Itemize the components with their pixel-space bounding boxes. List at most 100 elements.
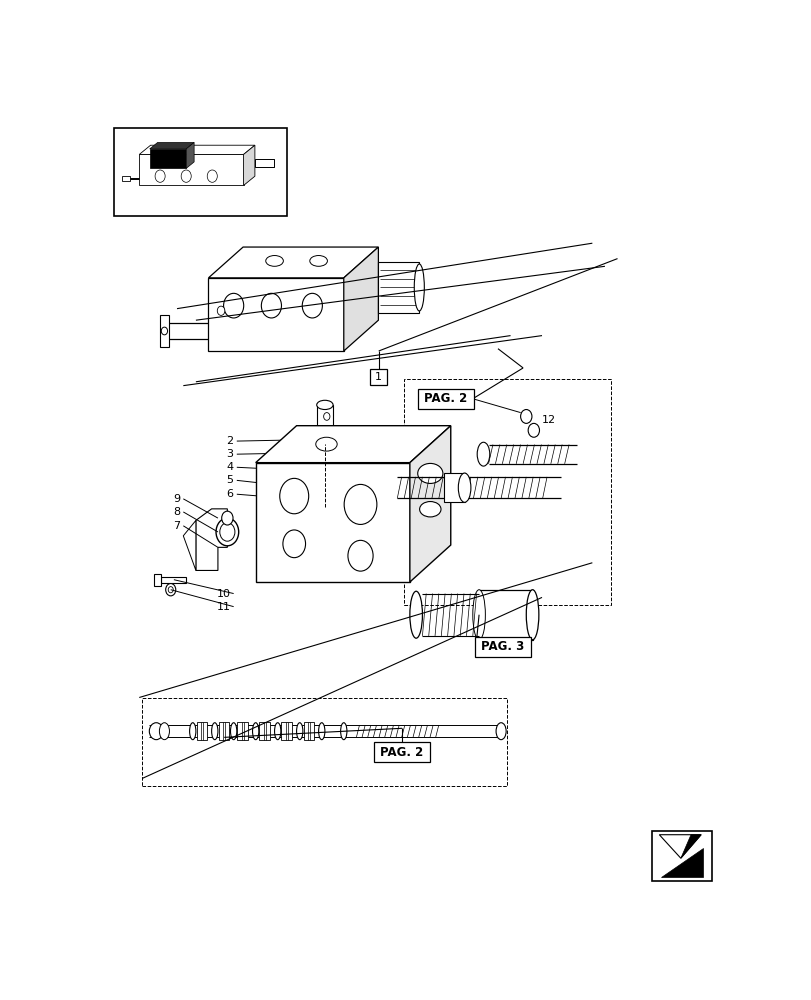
Bar [403, 379, 611, 605]
Circle shape [165, 584, 175, 596]
Polygon shape [237, 722, 248, 740]
Polygon shape [208, 278, 343, 351]
Ellipse shape [477, 442, 489, 466]
Polygon shape [218, 722, 229, 740]
Ellipse shape [318, 723, 324, 740]
Ellipse shape [265, 256, 283, 266]
Bar [651, 831, 711, 881]
Text: PAG. 3: PAG. 3 [480, 640, 524, 653]
Text: PAG. 2: PAG. 2 [380, 746, 423, 759]
Ellipse shape [230, 723, 237, 740]
Ellipse shape [526, 590, 539, 640]
Circle shape [527, 423, 539, 437]
Ellipse shape [212, 723, 217, 740]
Ellipse shape [274, 723, 281, 740]
Ellipse shape [252, 723, 259, 740]
Circle shape [261, 293, 281, 318]
Circle shape [220, 523, 234, 541]
Polygon shape [378, 262, 418, 312]
Polygon shape [139, 145, 255, 154]
Circle shape [223, 293, 243, 318]
Ellipse shape [310, 256, 327, 266]
Text: PAG. 2: PAG. 2 [424, 392, 467, 405]
Ellipse shape [316, 400, 333, 410]
Circle shape [207, 170, 217, 182]
Ellipse shape [159, 723, 169, 740]
Polygon shape [316, 405, 333, 432]
Circle shape [216, 518, 238, 546]
Ellipse shape [496, 723, 505, 740]
Circle shape [320, 498, 324, 503]
FancyBboxPatch shape [474, 637, 530, 657]
Text: 6: 6 [226, 489, 234, 499]
Polygon shape [260, 722, 270, 740]
Circle shape [344, 484, 376, 524]
Polygon shape [139, 154, 243, 185]
Ellipse shape [316, 449, 333, 456]
Polygon shape [255, 463, 410, 582]
Polygon shape [153, 574, 161, 586]
Circle shape [181, 170, 191, 182]
Bar [315, 484, 334, 493]
Circle shape [149, 723, 163, 740]
Ellipse shape [417, 463, 442, 483]
Polygon shape [149, 142, 194, 149]
Polygon shape [478, 590, 532, 640]
Text: 5: 5 [226, 475, 234, 485]
Circle shape [221, 511, 233, 525]
Polygon shape [196, 722, 207, 740]
Circle shape [280, 478, 308, 514]
Text: 2: 2 [226, 436, 234, 446]
Circle shape [520, 410, 531, 423]
Ellipse shape [312, 446, 337, 460]
Text: 3: 3 [226, 449, 234, 459]
FancyBboxPatch shape [370, 369, 387, 385]
Circle shape [217, 306, 225, 315]
Circle shape [347, 540, 372, 571]
Bar [114, 128, 287, 216]
Bar [160, 315, 169, 347]
Polygon shape [281, 722, 292, 740]
Polygon shape [660, 848, 702, 877]
Ellipse shape [316, 427, 333, 436]
Text: 1: 1 [375, 372, 382, 382]
Text: 12: 12 [542, 415, 556, 425]
Text: 9: 9 [173, 494, 180, 504]
FancyBboxPatch shape [418, 389, 474, 409]
Ellipse shape [190, 723, 195, 740]
Ellipse shape [313, 434, 336, 445]
Ellipse shape [414, 264, 424, 311]
Text: 7: 7 [173, 521, 180, 531]
Ellipse shape [341, 723, 346, 740]
Polygon shape [410, 426, 450, 582]
Polygon shape [161, 577, 187, 583]
Ellipse shape [316, 496, 333, 505]
Polygon shape [680, 835, 700, 858]
Polygon shape [195, 509, 227, 570]
Polygon shape [208, 247, 378, 278]
Polygon shape [149, 149, 186, 168]
Text: 10: 10 [217, 589, 230, 599]
Ellipse shape [419, 502, 440, 517]
Circle shape [282, 530, 305, 558]
Bar [122, 176, 130, 181]
Circle shape [168, 587, 173, 593]
Ellipse shape [410, 591, 422, 638]
Ellipse shape [472, 590, 485, 640]
Ellipse shape [296, 723, 303, 740]
Polygon shape [303, 722, 314, 740]
Bar [255, 159, 273, 167]
Text: 11: 11 [217, 602, 230, 612]
Text: 4: 4 [226, 462, 234, 472]
Circle shape [155, 170, 165, 182]
Bar [315, 494, 333, 507]
Bar [444, 473, 464, 502]
Polygon shape [183, 520, 195, 570]
Polygon shape [243, 145, 255, 185]
Polygon shape [659, 835, 700, 858]
Ellipse shape [318, 485, 331, 493]
Polygon shape [186, 142, 194, 168]
Bar [142, 698, 507, 786]
Polygon shape [255, 426, 450, 463]
Polygon shape [343, 247, 378, 351]
